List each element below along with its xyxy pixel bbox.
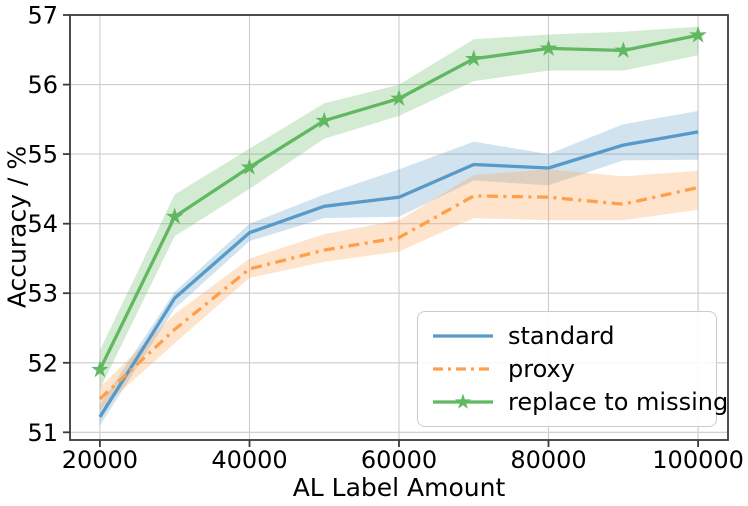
legend-label-standard: standard — [508, 321, 615, 350]
svg-text:60000: 60000 — [361, 446, 437, 474]
svg-text:51: 51 — [27, 419, 58, 447]
svg-text:54: 54 — [27, 210, 58, 238]
svg-text:53: 53 — [27, 280, 58, 308]
x-axis-title: AL Label Amount — [292, 473, 506, 502]
legend: standard proxy replace to missing — [417, 311, 728, 427]
legend-label-proxy: proxy — [508, 354, 575, 383]
legend-swatch-replace-to-missing-star-line-icon — [433, 393, 493, 410]
ticks — [63, 14, 699, 447]
svg-text:80000: 80000 — [510, 446, 586, 474]
y-axis-title: Accuracy / % — [2, 145, 32, 309]
legend-item-proxy: proxy — [431, 356, 712, 382]
svg-text:55: 55 — [27, 141, 58, 169]
legend-item-standard: standard — [431, 323, 712, 349]
legend-item-replace-to-missing: replace to missing — [431, 389, 728, 415]
svg-text:100000: 100000 — [652, 446, 744, 474]
svg-text:40000: 40000 — [211, 446, 287, 474]
legend-swatch-proxy-dashdot-line-icon — [433, 367, 493, 371]
svg-text:52: 52 — [27, 349, 58, 377]
legend-swatch-standard-line-icon — [433, 334, 493, 338]
svg-text:56: 56 — [27, 71, 58, 99]
legend-label-replace-to-missing: replace to missing — [508, 388, 729, 417]
series-markers — [91, 25, 707, 378]
svg-text:20000: 20000 — [62, 446, 138, 474]
tick-labels: 20000 40000 60000 80000 100000 51 52 53 54 55 56 57 — [27, 2, 743, 475]
svg-text:57: 57 — [27, 2, 58, 30]
